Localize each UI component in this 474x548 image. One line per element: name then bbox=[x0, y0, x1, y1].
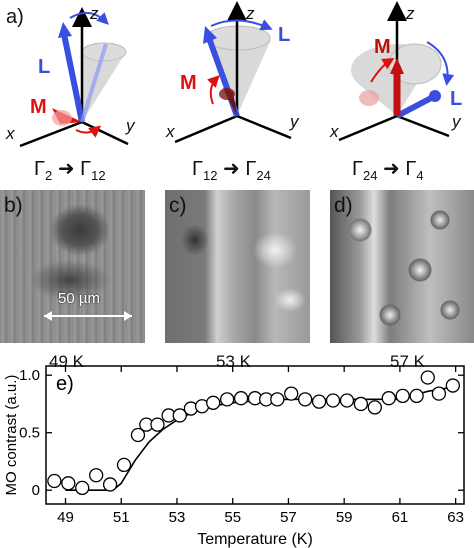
x-tick-label: 57 bbox=[280, 509, 297, 526]
micrograph-57k: d) bbox=[330, 190, 474, 343]
data-point bbox=[420, 370, 435, 385]
arrow-right-icon: ➜ bbox=[383, 158, 400, 180]
m-label: M bbox=[180, 72, 197, 94]
y-axis-label: y bbox=[290, 112, 299, 131]
data-point bbox=[298, 392, 313, 407]
data-point bbox=[150, 417, 165, 432]
l-label: L bbox=[450, 88, 463, 110]
x-axis-title: Temperature (K) bbox=[197, 531, 313, 548]
x-tick-label: 49 bbox=[57, 509, 74, 526]
x-tick-label: 63 bbox=[447, 509, 464, 526]
x-axis bbox=[19, 120, 83, 148]
x-tick-label: 59 bbox=[336, 509, 353, 526]
y-axis bbox=[236, 114, 292, 140]
transition-1: Γ2 ➜ Γ12 bbox=[34, 158, 106, 183]
data-point bbox=[75, 480, 90, 496]
l-label: L bbox=[38, 56, 51, 78]
x-axis bbox=[338, 114, 398, 142]
panel-b-label: b) bbox=[4, 194, 23, 217]
data-point bbox=[61, 476, 76, 491]
micrograph-49k: b) 50 µm bbox=[0, 190, 145, 343]
m-label: M bbox=[374, 36, 391, 58]
data-point bbox=[206, 395, 221, 410]
y-axis bbox=[396, 114, 450, 138]
data-point bbox=[89, 468, 104, 483]
plot-frame bbox=[45, 365, 465, 505]
transition-2: Γ12 ➜ Γ24 bbox=[192, 158, 271, 183]
y-axis-label: y bbox=[452, 112, 461, 131]
diagram-gamma12-gamma24 bbox=[174, 1, 292, 144]
rotation-arrow-icon bbox=[207, 75, 220, 105]
rotation-arrow-icon bbox=[370, 57, 395, 83]
x-tick-label: 61 bbox=[392, 509, 409, 526]
z-axis-label: z bbox=[90, 4, 99, 23]
y-axis-title: MO contrast (a.u.) bbox=[3, 375, 20, 496]
x-tick-label: 53 bbox=[169, 509, 186, 526]
data-point bbox=[102, 477, 118, 492]
rotation-arrow-icon bbox=[210, 19, 273, 31]
z-axis-label: z bbox=[246, 4, 255, 23]
y-tick-label: 1.0 bbox=[19, 367, 40, 384]
data-point bbox=[233, 391, 249, 406]
diagram-gamma2-gamma12 bbox=[19, 7, 129, 148]
data-point bbox=[130, 427, 146, 443]
m-label: M bbox=[30, 96, 47, 118]
rotation-arrow-icon bbox=[75, 125, 102, 138]
panel-e-label: e) bbox=[56, 373, 74, 395]
data-point bbox=[409, 388, 424, 404]
data-point bbox=[172, 408, 187, 423]
z-axis-label: z bbox=[406, 4, 415, 23]
x-tick-label: 51 bbox=[113, 509, 130, 526]
x-axis-label: x bbox=[6, 124, 15, 143]
data-point bbox=[311, 394, 327, 409]
x-tick-label: 55 bbox=[224, 509, 241, 526]
x-axis-label: x bbox=[166, 122, 175, 141]
data-point bbox=[270, 392, 285, 407]
cone-body bbox=[82, 52, 126, 122]
y-tick-label: 0 bbox=[32, 482, 40, 499]
micrograph-53k: c) bbox=[165, 190, 310, 343]
data-point bbox=[325, 393, 341, 408]
y-tick-label: 0.5 bbox=[19, 425, 40, 442]
data-point bbox=[431, 386, 447, 401]
mo-contrast-chart: 49 51 53 55 57 59 61 63 0 0.5 1.0 Temperature (K) MO… bbox=[3, 365, 465, 548]
x-axis-label: x bbox=[330, 122, 339, 141]
y-axis-label: y bbox=[126, 116, 135, 135]
data-point bbox=[367, 400, 382, 415]
transition-3: Γ24 ➜ Γ4 bbox=[352, 158, 424, 183]
panel-c-label: c) bbox=[169, 194, 187, 217]
data-point bbox=[339, 393, 355, 408]
cone-body bbox=[207, 27, 271, 116]
scale-bar-label: 50 µm bbox=[58, 290, 100, 307]
arrow-right-icon: ➜ bbox=[57, 158, 75, 180]
diagram-gamma24-gamma4 bbox=[338, 1, 455, 142]
data-point bbox=[381, 391, 396, 406]
data-point bbox=[47, 473, 62, 489]
data-point bbox=[284, 386, 299, 401]
l-vector bbox=[61, 33, 85, 123]
data-point bbox=[116, 457, 132, 473]
panel-d-label: d) bbox=[334, 194, 353, 217]
data-point bbox=[219, 392, 235, 407]
rotation-arrow-icon bbox=[426, 41, 455, 86]
panel-a-label: a) bbox=[6, 6, 24, 28]
rotation-arrow-icon bbox=[69, 11, 109, 25]
panel-a-diagrams bbox=[19, 1, 455, 148]
l-vector bbox=[395, 93, 437, 119]
data-point bbox=[445, 378, 461, 393]
arrow-right-icon: ➜ bbox=[223, 158, 240, 180]
data-point bbox=[395, 388, 410, 404]
x-axis bbox=[174, 114, 238, 144]
l-label: L bbox=[278, 24, 291, 46]
data-point bbox=[353, 396, 369, 412]
